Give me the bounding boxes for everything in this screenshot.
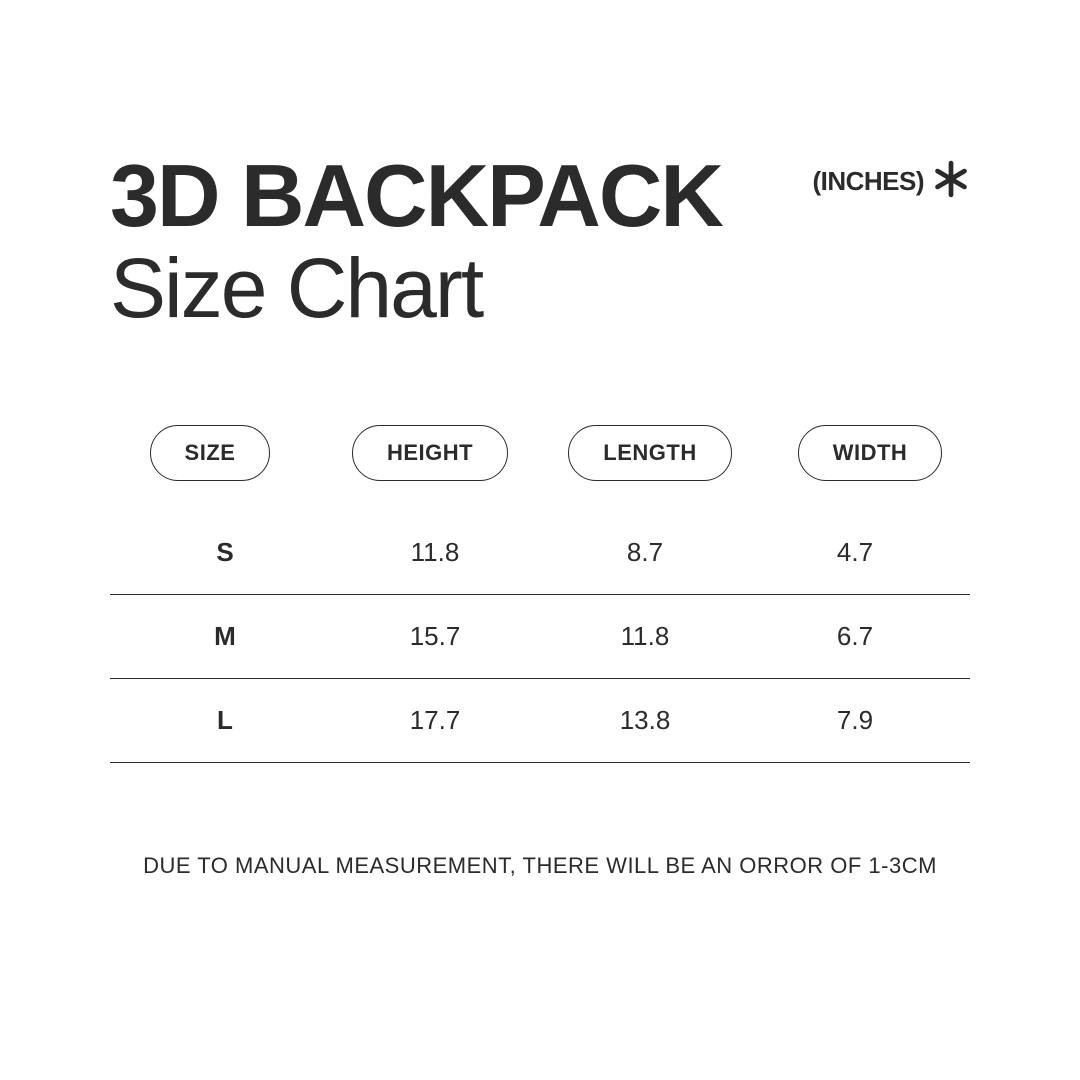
table-row: S 11.8 8.7 4.7 (110, 511, 970, 595)
column-header: WIDTH (780, 425, 960, 481)
column-header: HEIGHT (340, 425, 520, 481)
table-header-row: SIZE HEIGHT LENGTH WIDTH (110, 425, 970, 511)
cell-height: 15.7 (330, 621, 540, 652)
column-header: SIZE (120, 425, 300, 481)
title-line-2: Size Chart (110, 242, 722, 334)
size-table: SIZE HEIGHT LENGTH WIDTH S 11.8 8.7 4.7 … (110, 425, 970, 763)
cell-length: 13.8 (540, 705, 750, 736)
column-header-length: LENGTH (568, 425, 731, 481)
footnote: DUE TO MANUAL MEASUREMENT, THERE WILL BE… (110, 853, 970, 879)
header: 3D BACKPACK Size Chart (INCHES) (110, 150, 970, 335)
cell-size: S (120, 537, 330, 568)
title-block: 3D BACKPACK Size Chart (110, 150, 722, 335)
column-header-height: HEIGHT (352, 425, 508, 481)
cell-size: M (120, 621, 330, 652)
cell-length: 11.8 (540, 621, 750, 652)
column-header-size: SIZE (150, 425, 271, 481)
size-chart-page: 3D BACKPACK Size Chart (INCHES) SIZE HEI… (0, 0, 1080, 1080)
column-header: LENGTH (560, 425, 740, 481)
cell-height: 17.7 (330, 705, 540, 736)
cell-length: 8.7 (540, 537, 750, 568)
cell-width: 7.9 (750, 705, 960, 736)
table-row: M 15.7 11.8 6.7 (110, 595, 970, 679)
cell-height: 11.8 (330, 537, 540, 568)
cell-size: L (120, 705, 330, 736)
title-line-1: 3D BACKPACK (110, 150, 722, 242)
cell-width: 4.7 (750, 537, 960, 568)
column-header-width: WIDTH (798, 425, 943, 481)
unit-block: (INCHES) (812, 160, 970, 203)
asterisk-icon (932, 160, 970, 203)
unit-label: (INCHES) (812, 166, 924, 197)
table-row: L 17.7 13.8 7.9 (110, 679, 970, 763)
cell-width: 6.7 (750, 621, 960, 652)
